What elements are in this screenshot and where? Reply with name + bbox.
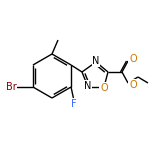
Text: Br: Br: [6, 82, 16, 92]
Text: O: O: [129, 80, 137, 90]
Text: O: O: [100, 83, 108, 93]
Text: F: F: [71, 99, 77, 109]
Text: N: N: [84, 81, 92, 91]
Text: N: N: [92, 56, 100, 66]
Text: O: O: [129, 54, 137, 64]
